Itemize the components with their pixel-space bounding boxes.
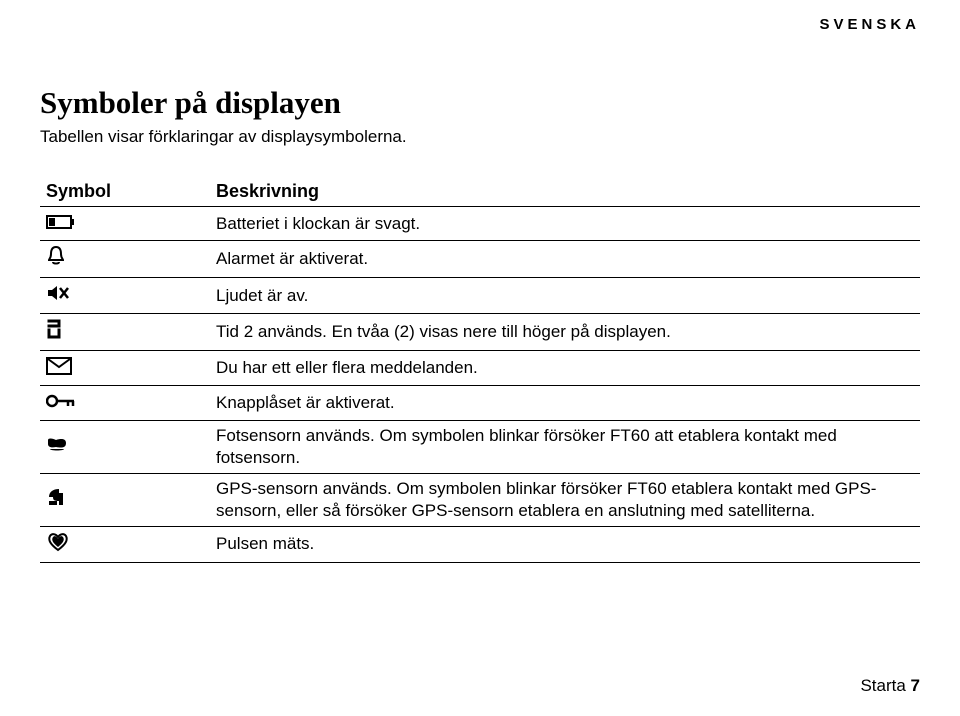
table-row: Ljudet är av. (40, 278, 920, 314)
description-cell: Fotsensorn används. Om symbolen blinkar … (210, 420, 920, 473)
description-cell: Du har ett eller flera meddelanden. (210, 351, 920, 386)
heart-icon (46, 531, 86, 553)
time2-icon (46, 318, 86, 340)
sound-off-icon (46, 282, 86, 304)
table-row: Alarmet är aktiverat. (40, 241, 920, 278)
symbol-table: Symbol Beskrivning Batteriet i klockan ä… (40, 177, 920, 563)
description-cell: Batteriet i klockan är svagt. (210, 207, 920, 241)
battery-low-icon (46, 211, 86, 233)
page: SVENSKA Symboler på displayen Tabellen v… (0, 0, 960, 716)
footpod-icon (46, 434, 86, 456)
table-row: Tid 2 används. En tvåa (2) visas nere ti… (40, 314, 920, 351)
description-cell: Knapplåset är aktiverat. (210, 386, 920, 420)
table-row: Batteriet i klockan är svagt. (40, 207, 920, 241)
description-cell: Pulsen mäts. (210, 526, 920, 562)
message-icon (46, 355, 86, 377)
symbol-cell (40, 473, 210, 526)
col-header-symbol: Symbol (40, 177, 210, 207)
page-footer: Starta 7 (860, 676, 920, 696)
symbol-cell (40, 526, 210, 562)
symbol-cell (40, 314, 210, 351)
footer-label: Starta (860, 676, 905, 695)
table-row: Fotsensorn används. Om symbolen blinkar … (40, 420, 920, 473)
symbol-cell (40, 420, 210, 473)
keylock-icon (46, 390, 86, 412)
symbol-cell (40, 351, 210, 386)
col-header-description: Beskrivning (210, 177, 920, 207)
language-label: SVENSKA (819, 16, 920, 33)
symbol-cell (40, 386, 210, 420)
table-header-row: Symbol Beskrivning (40, 177, 920, 207)
section-intro: Tabellen visar förklaringar av displaysy… (40, 127, 920, 147)
description-cell: Tid 2 används. En tvåa (2) visas nere ti… (210, 314, 920, 351)
table-row: Du har ett eller flera meddelanden. (40, 351, 920, 386)
symbol-cell (40, 241, 210, 278)
gps-icon (46, 486, 86, 508)
symbol-cell (40, 278, 210, 314)
table-row: Pulsen mäts. (40, 526, 920, 562)
footer-page-number: 7 (911, 676, 920, 695)
description-cell: Ljudet är av. (210, 278, 920, 314)
bell-icon (46, 245, 86, 267)
table-row: GPS-sensorn används. Om symbolen blinkar… (40, 473, 920, 526)
description-cell: GPS-sensorn används. Om symbolen blinkar… (210, 473, 920, 526)
section-title: Symboler på displayen (40, 85, 920, 121)
symbol-cell (40, 207, 210, 241)
description-cell: Alarmet är aktiverat. (210, 241, 920, 278)
table-row: Knapplåset är aktiverat. (40, 386, 920, 420)
